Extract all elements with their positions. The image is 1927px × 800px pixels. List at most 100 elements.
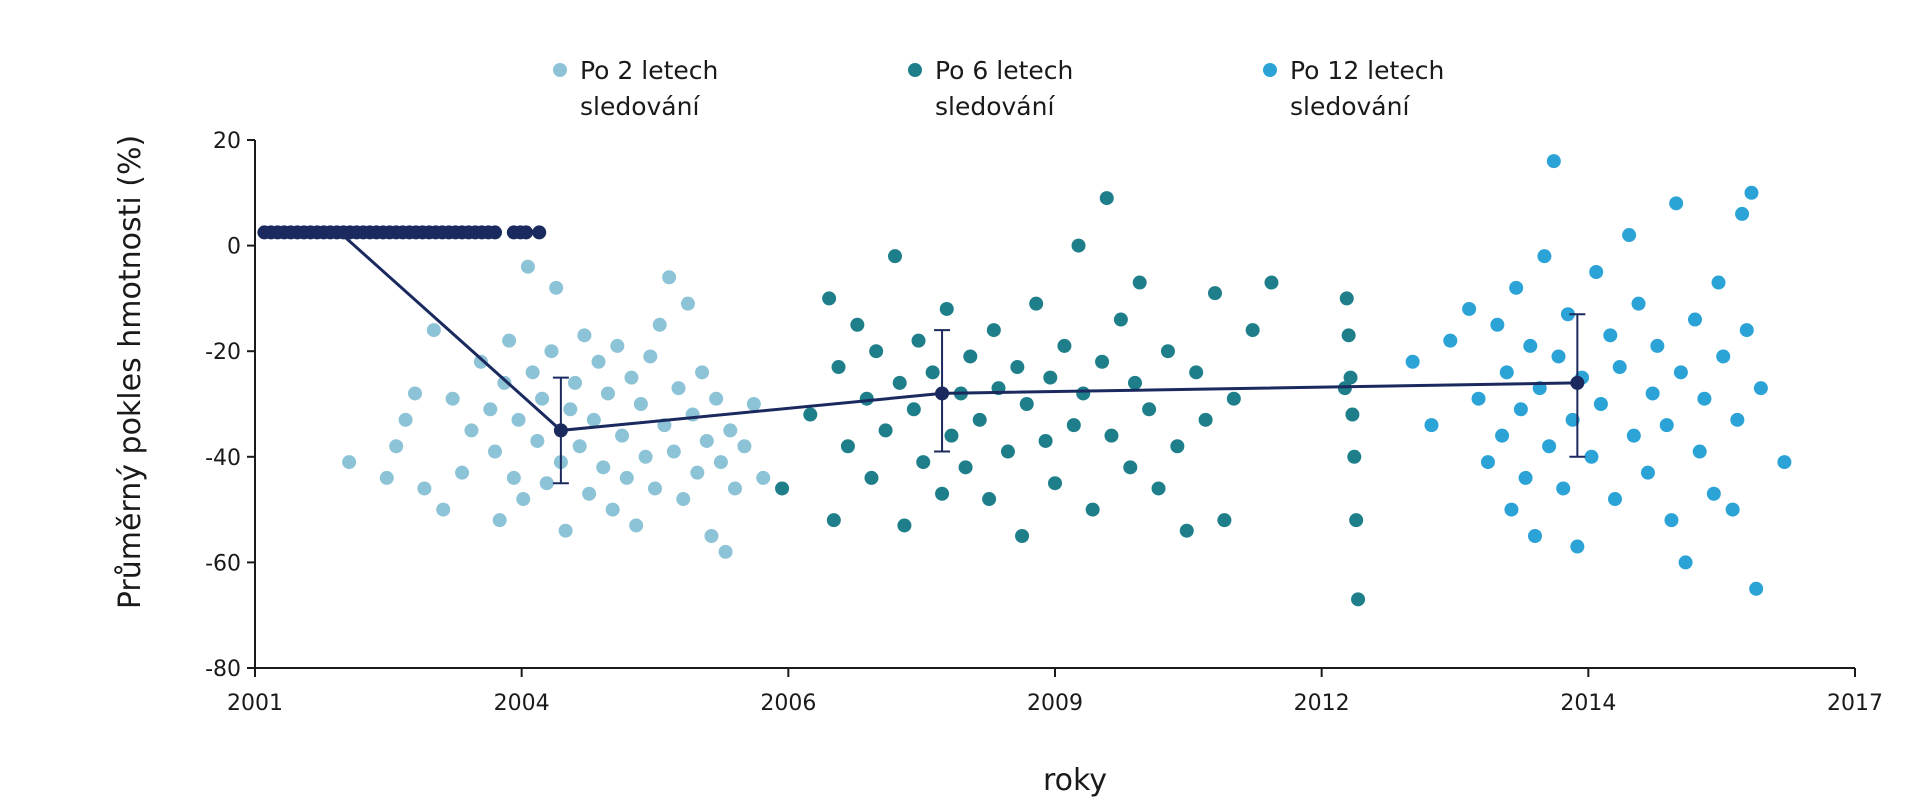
data-point xyxy=(1226,391,1241,406)
data-point xyxy=(695,365,710,380)
data-point xyxy=(676,492,691,507)
data-point xyxy=(1716,349,1731,364)
data-point xyxy=(1000,444,1015,459)
data-point xyxy=(516,492,531,507)
x-tick-label: 2004 xyxy=(494,691,550,716)
data-point xyxy=(1462,301,1477,316)
data-point xyxy=(944,428,959,443)
data-point xyxy=(718,544,733,559)
data-point xyxy=(1343,370,1358,385)
data-point xyxy=(572,439,587,454)
data-point xyxy=(342,455,357,470)
legend-marker xyxy=(908,63,922,77)
data-point xyxy=(1513,402,1528,417)
data-point xyxy=(1528,529,1542,543)
data-point xyxy=(1622,228,1637,243)
data-point xyxy=(888,249,902,264)
data-point xyxy=(709,391,724,406)
legend-marker xyxy=(553,63,567,77)
data-point xyxy=(1245,323,1260,338)
data-point xyxy=(520,259,535,274)
data-point xyxy=(1749,581,1764,596)
x-tick-label: 2014 xyxy=(1560,691,1616,716)
data-point xyxy=(568,375,582,390)
data-point xyxy=(1471,391,1486,406)
data-point xyxy=(600,386,615,401)
data-point xyxy=(963,349,978,364)
data-point xyxy=(648,481,662,496)
data-point xyxy=(610,338,625,353)
data-point xyxy=(1198,412,1213,427)
data-point xyxy=(911,333,926,348)
data-point xyxy=(713,455,728,470)
data-point xyxy=(897,518,912,533)
data-point xyxy=(1128,375,1142,390)
data-point xyxy=(1608,492,1622,507)
axes-layer: 20 0 -20 -40 -60 -80 2001 2004 2006 2009 2012 2014 2… xyxy=(205,129,1883,716)
data-point xyxy=(582,486,597,501)
y-axis-title: Průměrný pokles hmotnosti (%) xyxy=(113,135,148,609)
data-point xyxy=(544,344,559,359)
data-point xyxy=(1730,412,1745,427)
data-point xyxy=(662,270,677,285)
data-point xyxy=(803,407,818,422)
data-point xyxy=(535,391,550,406)
data-point xyxy=(690,465,705,480)
data-point xyxy=(671,381,686,396)
data-point xyxy=(1542,439,1557,454)
data-point xyxy=(619,470,634,485)
data-point xyxy=(1208,286,1222,301)
data-point xyxy=(1518,470,1533,485)
mean-line-layer xyxy=(264,230,1586,485)
data-point xyxy=(525,365,540,380)
x-tick-label: 2017 xyxy=(1827,691,1883,716)
y-tick-label: -40 xyxy=(205,446,241,471)
data-point xyxy=(1443,333,1458,348)
data-point xyxy=(925,365,940,380)
data-point xyxy=(850,317,865,332)
data-point xyxy=(1659,418,1674,433)
data-point xyxy=(737,439,752,454)
data-point xyxy=(1673,365,1688,380)
data-point xyxy=(596,460,611,475)
data-point xyxy=(1739,323,1754,338)
data-point xyxy=(1777,455,1792,470)
data-point xyxy=(1123,460,1138,475)
data-point xyxy=(398,412,413,427)
data-point xyxy=(511,412,526,427)
data-point xyxy=(492,513,507,528)
data-point xyxy=(502,333,517,348)
data-point xyxy=(1504,502,1519,517)
data-point xyxy=(1645,386,1660,401)
data-point xyxy=(1347,449,1362,464)
data-point xyxy=(864,470,879,485)
data-point xyxy=(1142,402,1157,417)
x-tick-label: 2001 xyxy=(227,691,283,716)
data-point xyxy=(455,465,470,480)
data-point xyxy=(1010,360,1025,375)
data-point xyxy=(1480,455,1495,470)
x-tick-label: 2012 xyxy=(1294,691,1350,716)
data-point xyxy=(624,370,639,385)
data-point xyxy=(1640,465,1655,480)
data-point xyxy=(1546,154,1561,169)
data-point xyxy=(1160,344,1175,359)
data-point xyxy=(1076,386,1091,401)
mean-line xyxy=(264,230,1578,432)
data-point xyxy=(1735,206,1750,221)
legend-label: Po 2 letech xyxy=(580,56,718,85)
data-point xyxy=(840,439,855,454)
data-point xyxy=(1043,370,1058,385)
data-point xyxy=(939,301,954,316)
data-point xyxy=(869,344,884,359)
data-point xyxy=(1706,486,1721,501)
data-point xyxy=(1170,439,1185,454)
data-point xyxy=(1066,418,1081,433)
legend-label: Po 12 letech xyxy=(1290,56,1444,85)
data-point xyxy=(417,481,432,496)
data-point xyxy=(935,486,950,501)
data-point xyxy=(1071,238,1086,253)
data-point xyxy=(1678,555,1693,570)
legend-label: sledování xyxy=(935,92,1055,121)
